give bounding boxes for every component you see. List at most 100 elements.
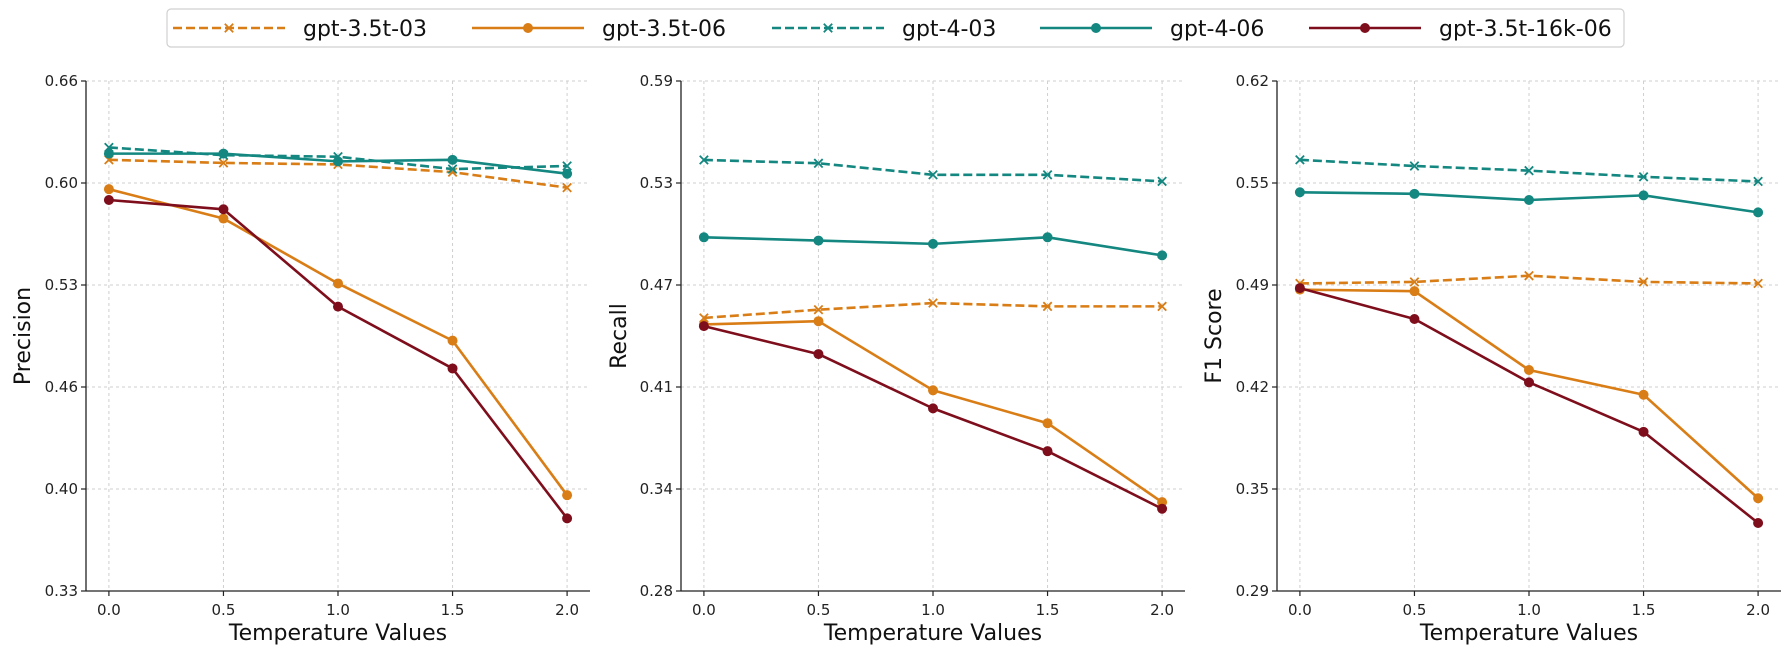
data-point xyxy=(562,161,572,171)
data-point xyxy=(1409,277,1420,287)
data-point xyxy=(218,158,229,168)
data-point xyxy=(928,298,938,308)
y-axis-title: Recall xyxy=(607,303,632,369)
data-point xyxy=(1753,278,1763,289)
x-tick-label: 2.0 xyxy=(1746,601,1770,619)
data-point xyxy=(1524,377,1534,388)
data-point xyxy=(1524,365,1534,375)
panel-precision: 0.0 0.5 1.0 1.5 2.0 0.33 0.40 0.46 0.53 0.60 0.66 T… xyxy=(11,72,590,646)
data-point xyxy=(562,513,573,524)
legend-entry-gpt-4-03: gpt-4-03 xyxy=(772,17,996,42)
series-gpt-4-06 xyxy=(698,232,1168,261)
data-point xyxy=(1409,286,1420,297)
y-tick-label: 0.49 xyxy=(1236,276,1269,294)
legend-entry-gpt-3.5t-06: gpt-3.5t-06 xyxy=(472,17,726,42)
legend-entry-gpt-4-06: gpt-4-06 xyxy=(1040,17,1264,42)
data-point xyxy=(1753,176,1763,187)
y-tick-label: 0.34 xyxy=(640,480,673,498)
data-point xyxy=(218,204,229,215)
y-axis-title: Precision xyxy=(11,287,36,385)
y-tick-label: 0.29 xyxy=(1236,582,1269,600)
y-tick-label: 0.33 xyxy=(45,582,78,600)
data-point xyxy=(1524,195,1534,205)
data-point xyxy=(1524,270,1534,281)
data-point xyxy=(1409,314,1420,324)
series-gpt-3.5t-16k-06 xyxy=(1294,283,1764,528)
data-point xyxy=(1157,301,1167,312)
legend-entry-gpt-3.5t-16k-06: gpt-3.5t-16k-06 xyxy=(1309,17,1612,42)
data-point xyxy=(447,154,458,165)
y-tick-label: 0.60 xyxy=(45,174,78,192)
data-point xyxy=(1638,277,1649,287)
data-point xyxy=(928,403,938,414)
panel-f1-score: 0.0 0.5 1.0 1.5 2.0 0.29 0.35 0.42 0.49 0.55 0.62 T… xyxy=(1202,72,1781,646)
data-point xyxy=(562,490,573,501)
x-axis-title: Temperature Values xyxy=(1419,621,1638,646)
x-tick-label: 1.5 xyxy=(441,601,465,619)
y-tick-label: 0.66 xyxy=(45,72,78,90)
data-point xyxy=(928,238,938,249)
data-point xyxy=(1157,250,1168,261)
x-tick-label: 2.0 xyxy=(1150,601,1174,619)
data-point xyxy=(1524,165,1534,176)
legend-marker xyxy=(523,23,533,33)
data-point xyxy=(698,232,709,243)
data-point xyxy=(1638,389,1649,400)
legend-marker xyxy=(823,23,833,33)
legend-marker xyxy=(224,23,234,33)
legend-label: gpt-4-03 xyxy=(902,17,996,42)
panel-recall: 0.0 0.5 1.0 1.5 2.0 0.28 0.34 0.41 0.47 0.53 0.59 T… xyxy=(607,72,1185,646)
data-point xyxy=(1638,171,1649,182)
y-tick-label: 0.47 xyxy=(640,276,673,294)
series-gpt-4-06 xyxy=(1294,187,1764,218)
data-point xyxy=(1753,493,1764,504)
data-point xyxy=(813,235,824,246)
y-tick-label: 0.28 xyxy=(640,582,673,600)
data-point xyxy=(333,278,343,289)
x-tick-label: 1.0 xyxy=(921,601,945,619)
x-axis-title: Temperature Values xyxy=(228,621,447,646)
legend: gpt-3.5t-03 gpt-3.5t-06 gpt-4-03 gpt-4-06 gp… xyxy=(166,8,1625,48)
series-gpt-3.5t-16k-06 xyxy=(103,195,573,524)
data-point xyxy=(103,148,114,159)
data-point xyxy=(562,168,573,179)
x-tick-label: 0.5 xyxy=(212,601,236,619)
data-point xyxy=(1638,426,1649,437)
x-tick-label: 1.5 xyxy=(1632,601,1656,619)
x-tick-label: 1.0 xyxy=(326,601,350,619)
x-tick-label: 0.5 xyxy=(1403,601,1427,619)
series-gpt-3.5t-03 xyxy=(699,298,1167,323)
data-point xyxy=(1638,190,1649,201)
data-point xyxy=(1294,283,1305,294)
data-point xyxy=(813,349,824,360)
y-tick-label: 0.53 xyxy=(640,174,673,192)
data-point xyxy=(699,155,709,165)
legend-label: gpt-3.5t-06 xyxy=(602,17,726,42)
x-tick-label: 0.0 xyxy=(97,601,121,619)
data-point xyxy=(447,335,458,346)
data-point xyxy=(218,213,229,224)
data-point xyxy=(928,169,938,180)
legend-frame xyxy=(166,8,1625,48)
legend-entry-gpt-3.5t-03: gpt-3.5t-03 xyxy=(173,17,427,42)
data-point xyxy=(1042,446,1053,457)
y-tick-label: 0.42 xyxy=(1236,378,1269,396)
data-point xyxy=(1294,187,1305,198)
data-point xyxy=(1042,301,1053,312)
series-gpt-3.5t-16k-06 xyxy=(698,321,1168,514)
y-tick-label: 0.46 xyxy=(45,378,78,396)
data-point xyxy=(698,321,709,332)
data-point xyxy=(813,304,824,315)
y-tick-label: 0.53 xyxy=(45,276,78,294)
data-point xyxy=(103,195,114,205)
data-point xyxy=(813,316,824,327)
y-tick-label: 0.62 xyxy=(1236,72,1269,90)
x-tick-label: 1.0 xyxy=(1517,601,1541,619)
data-point xyxy=(1157,503,1168,514)
legend-label: gpt-3.5t-16k-06 xyxy=(1439,17,1612,42)
data-point xyxy=(928,385,938,396)
data-point xyxy=(1295,154,1305,165)
y-axis-title: F1 Score xyxy=(1202,288,1227,383)
data-point xyxy=(447,363,458,374)
